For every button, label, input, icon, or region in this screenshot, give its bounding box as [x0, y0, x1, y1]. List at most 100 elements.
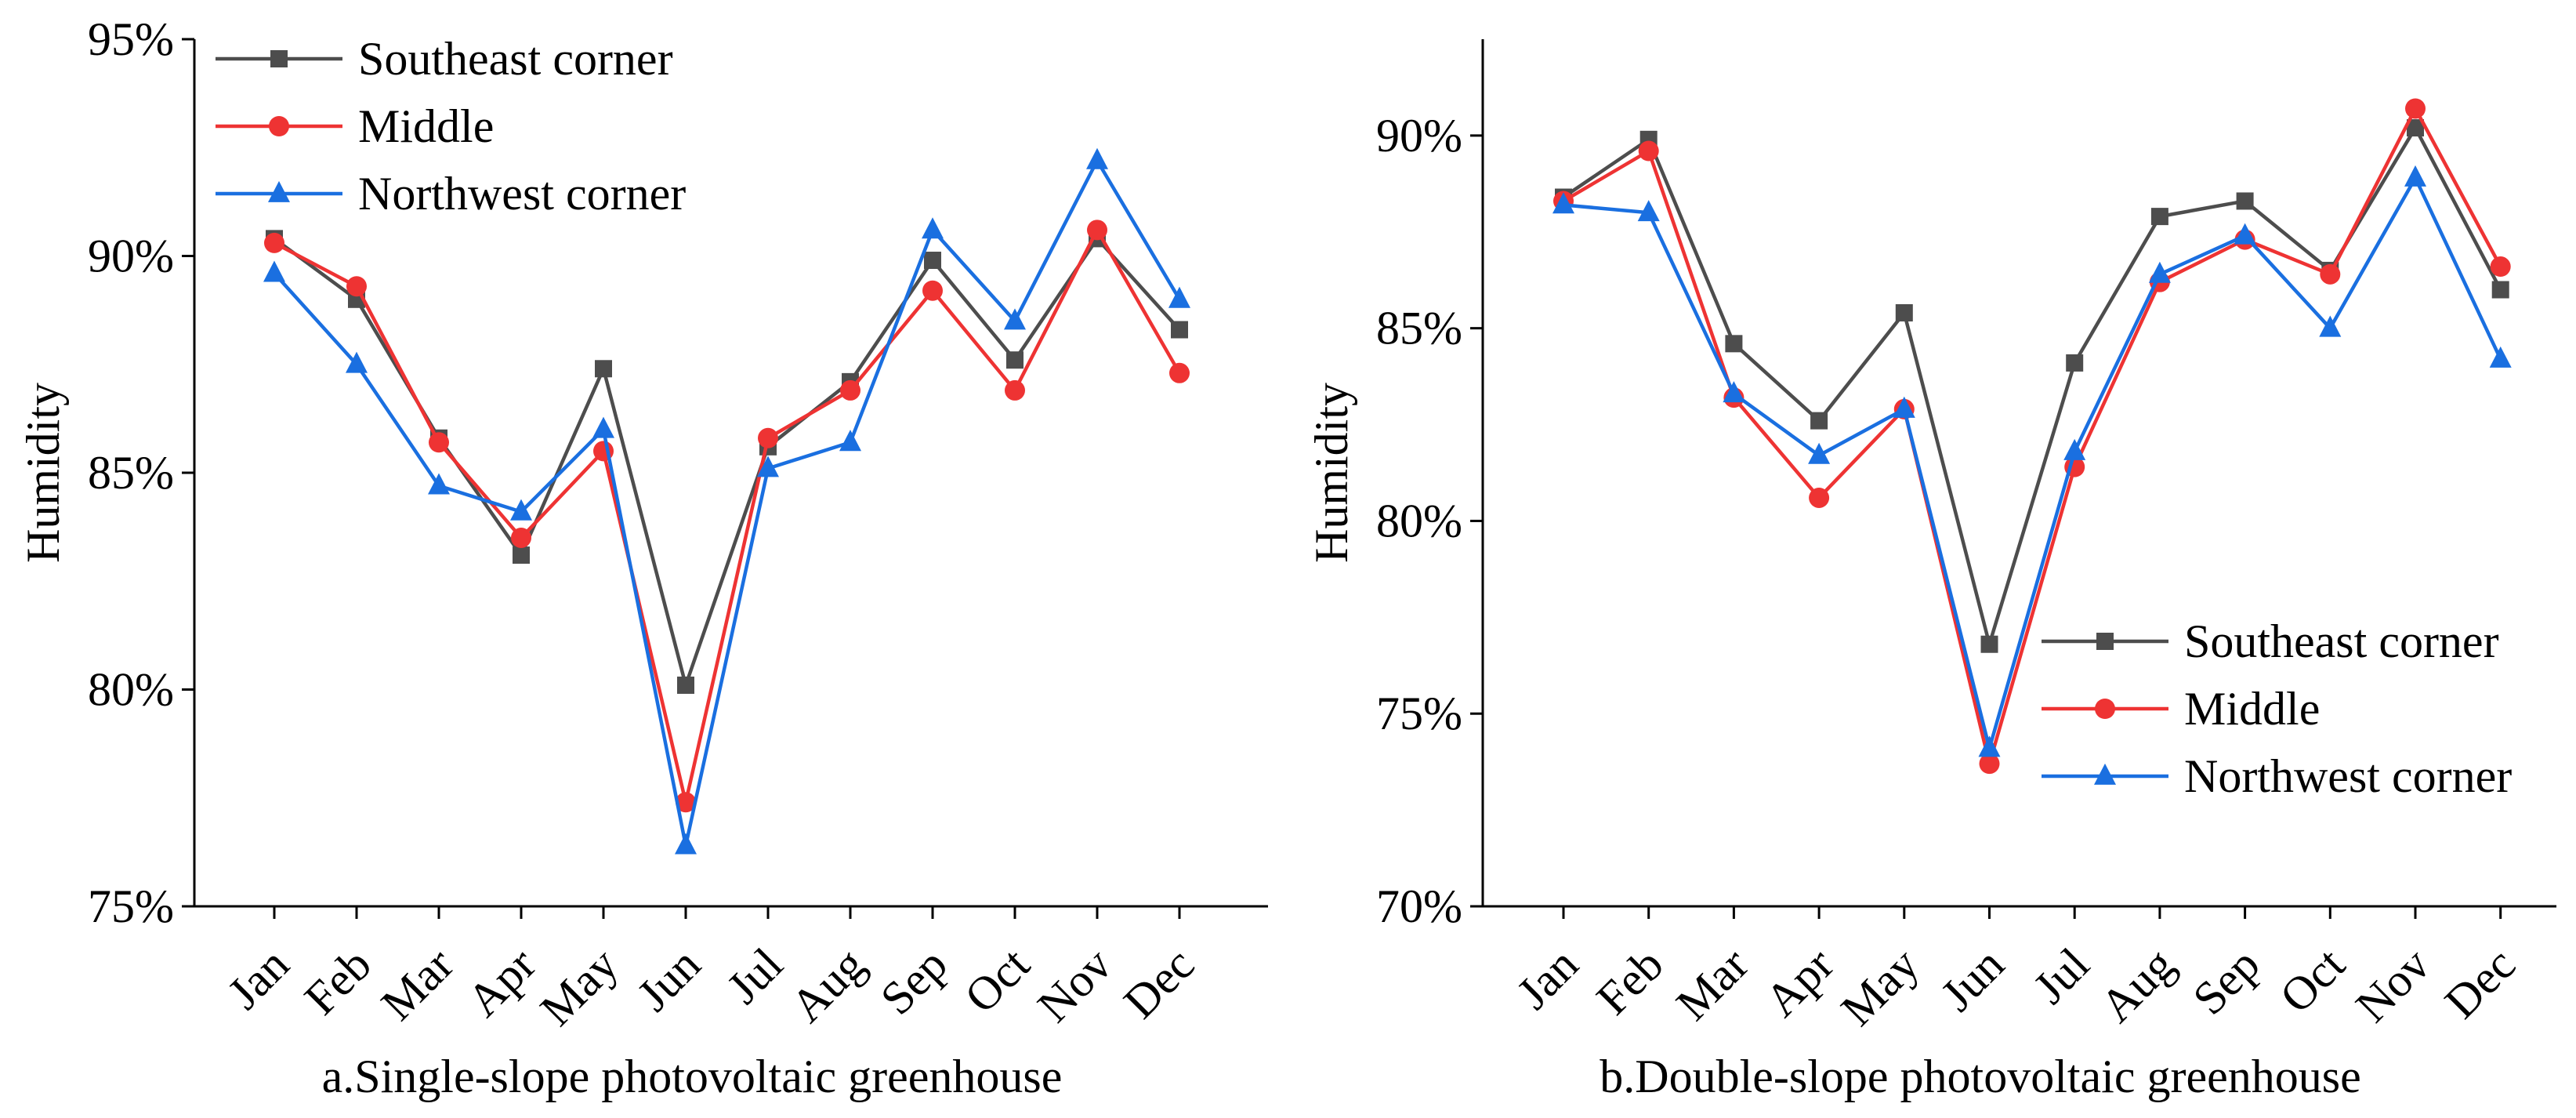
legend-label: Middle — [358, 100, 494, 152]
x-tick-label: Oct — [955, 938, 1039, 1022]
data-point — [1723, 381, 1745, 403]
data-point — [1087, 220, 1107, 241]
data-point — [758, 427, 778, 448]
data-point — [2490, 256, 2511, 278]
data-point — [2236, 192, 2254, 210]
data-point — [1086, 147, 1108, 169]
x-tick-label: May — [1831, 938, 1929, 1036]
x-tick-label: Dec — [1114, 938, 1204, 1029]
data-point — [595, 360, 612, 378]
legend-item: Northwest corner — [216, 168, 686, 220]
data-point — [1005, 379, 1025, 401]
y-tick-label: 85% — [88, 447, 174, 499]
data-point — [1168, 286, 1190, 308]
x-tick-label: Feb — [1587, 938, 1673, 1025]
data-point — [1895, 304, 1913, 322]
legend-swatch-marker — [2095, 699, 2115, 719]
data-point — [2407, 119, 2424, 137]
data-point — [1169, 362, 1190, 383]
data-point — [1552, 192, 1574, 214]
legend-swatch-marker — [2094, 763, 2116, 785]
legend: Southeast corner Middle Northwest corner — [216, 33, 686, 220]
data-point — [2320, 263, 2341, 285]
data-point — [675, 833, 697, 855]
legend-swatch-marker — [270, 50, 288, 67]
data-point — [2063, 438, 2086, 460]
series-line — [1562, 125, 2502, 646]
x-tick-label: Nov — [1027, 938, 1121, 1033]
data-point — [264, 232, 284, 253]
data-point — [2319, 315, 2342, 337]
data-point — [840, 379, 860, 401]
x-tick-label: Apr — [458, 938, 546, 1027]
data-point — [1004, 308, 1026, 330]
data-point — [1808, 442, 1831, 464]
data-point — [2404, 165, 2426, 187]
data-point — [922, 280, 943, 301]
legend-label: Northwest corner — [358, 168, 686, 220]
data-point — [1638, 140, 1659, 162]
x-tick-label: Jul — [717, 938, 792, 1014]
data-point — [676, 792, 696, 813]
x-tick-label: Jul — [2023, 938, 2099, 1014]
legend-label: Southeast corner — [358, 33, 673, 85]
series-northwest-corner — [263, 147, 1190, 855]
series-middle — [264, 220, 1190, 813]
x-tick-label: May — [531, 938, 628, 1036]
data-point — [429, 432, 449, 453]
series-line — [1562, 107, 2502, 766]
data-point — [428, 473, 450, 495]
data-point — [757, 456, 779, 477]
data-point — [1725, 335, 1743, 353]
data-point — [1809, 487, 1830, 508]
y-tick-label: 80% — [1376, 495, 1462, 546]
series-southeast-corner — [1555, 119, 2509, 653]
x-tick-label: Feb — [295, 938, 381, 1025]
panel-caption: a.Single-slope photovoltaic greenhouse — [322, 1051, 1063, 1102]
data-point — [1979, 753, 2000, 775]
legend-item: Middle — [2042, 683, 2320, 735]
x-tick-label: Sep — [2183, 938, 2269, 1025]
series-line — [273, 228, 1181, 804]
data-point — [2489, 346, 2512, 368]
y-tick-label: 90% — [88, 230, 174, 282]
data-point — [1893, 396, 1915, 418]
series-line — [273, 158, 1181, 848]
data-point — [1637, 200, 1660, 222]
data-point — [2234, 223, 2256, 245]
data-point — [2491, 281, 2509, 299]
data-point — [513, 546, 530, 564]
legend-swatch-marker — [268, 180, 290, 202]
y-tick-label: 75% — [88, 880, 174, 932]
legend-swatch-marker — [2096, 633, 2114, 650]
y-tick-label: 75% — [1376, 688, 1462, 739]
x-tick-label: Jan — [218, 938, 299, 1019]
legend-label: Southeast corner — [2184, 615, 2499, 667]
data-point — [263, 260, 285, 282]
x-tick-label: Sep — [871, 938, 957, 1025]
legend-item: Southeast corner — [216, 33, 673, 85]
y-axis-title: Humidity — [1306, 383, 1357, 563]
legend-item: Northwest corner — [2042, 750, 2512, 802]
y-tick-label: 90% — [1376, 110, 1462, 162]
data-point — [2066, 354, 2084, 372]
data-point — [924, 252, 941, 270]
x-tick-label: Jun — [628, 938, 711, 1022]
data-point — [511, 527, 531, 548]
data-point — [922, 217, 944, 239]
data-point — [1171, 321, 1188, 339]
x-tick-label: Jun — [1931, 938, 2014, 1022]
data-point — [2148, 261, 2171, 283]
data-point — [346, 276, 367, 297]
legend-label: Northwest corner — [2184, 750, 2512, 802]
data-point — [1006, 351, 1024, 369]
y-axis-title: Humidity — [17, 383, 69, 563]
data-point — [1978, 735, 2001, 757]
y-tick-label: 85% — [1376, 303, 1462, 354]
legend-label: Middle — [2184, 683, 2320, 735]
series-line — [1563, 176, 2502, 750]
data-point — [346, 351, 368, 373]
x-tick-label: Oct — [2270, 938, 2355, 1022]
